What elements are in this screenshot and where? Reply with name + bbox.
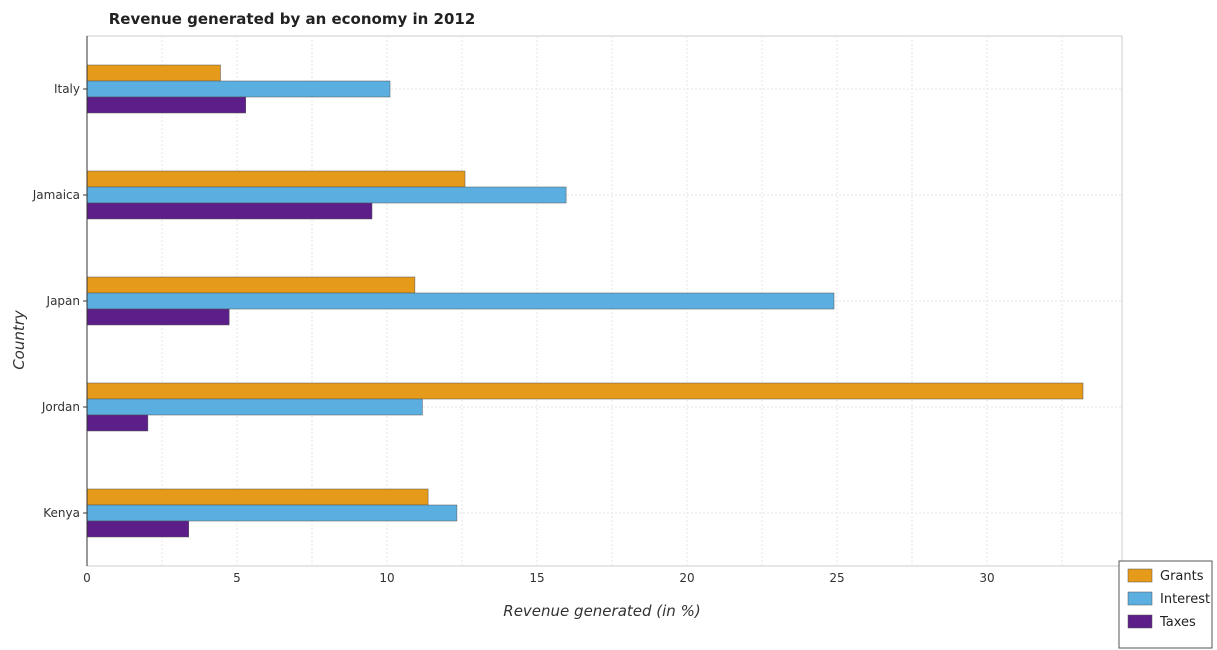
x-tick-label: 20	[679, 571, 694, 585]
bar-interest-jordan	[86, 398, 423, 416]
legend-swatch-interest	[1127, 591, 1153, 606]
bar-interest-japan	[86, 292, 835, 310]
legend-label-grants: Grants	[1160, 569, 1204, 584]
x-tick-label: 10	[379, 571, 394, 585]
x-axis-label: Revenue generated (in %)	[503, 602, 700, 620]
x-tick-label: 5	[233, 571, 241, 585]
bar-grants-italy	[86, 64, 221, 82]
legend-label-taxes: Taxes	[1159, 615, 1196, 630]
bar-taxes-kenya	[86, 520, 189, 538]
bar-interest-italy	[86, 80, 391, 98]
bar-taxes-italy	[86, 96, 246, 114]
y-tick-label: Jamaica	[32, 188, 80, 202]
bar-grants-jamaica	[86, 170, 466, 188]
x-tick-label: 30	[979, 571, 994, 585]
x-tick-label: 0	[83, 571, 91, 585]
y-tick-label: Italy	[54, 82, 80, 96]
bar-grants-kenya	[86, 488, 429, 506]
axes: 0 5 10 15 20 25 30 Italy Jamaica Japan Jordan Kenya	[32, 36, 995, 585]
legend-label-interest: Interest	[1160, 592, 1210, 607]
y-tick-label: Jordan	[41, 400, 80, 414]
bars	[86, 64, 1084, 538]
bar-taxes-jamaica	[86, 202, 373, 220]
bar-grants-japan	[86, 276, 416, 294]
bar-grants-jordan	[86, 382, 1084, 400]
x-tick-label: 15	[529, 571, 544, 585]
legend-swatch-taxes	[1127, 614, 1153, 629]
bar-taxes-japan	[86, 308, 230, 326]
x-tick-label: 25	[829, 571, 844, 585]
legend-swatch-grants	[1127, 568, 1153, 583]
bar-interest-kenya	[86, 504, 458, 522]
bar-taxes-jordan	[86, 414, 149, 432]
chart-title: Revenue generated by an economy in 2012	[109, 10, 476, 28]
y-tick-label: Kenya	[43, 506, 80, 520]
bar-interest-jamaica	[86, 186, 567, 204]
y-axis-label: Country	[10, 309, 28, 370]
legend: Grants Interest Taxes	[1118, 560, 1213, 649]
y-tick-label: Japan	[46, 294, 80, 308]
